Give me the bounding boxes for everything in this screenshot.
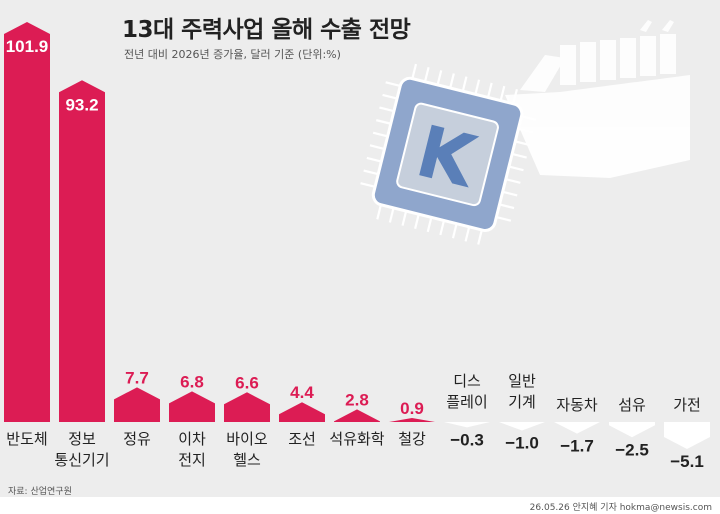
value-labels-group: 101.9 93.2 7.7 6.8 6.6 4.4 2.8 0.9 −0.3 −1.0 −1.7 −… xyxy=(6,37,704,471)
category-label-8: 디스 플레이 xyxy=(446,372,487,411)
category-label-1: 정보 통신기기 xyxy=(54,430,109,469)
category-label-2: 정유 xyxy=(123,430,151,448)
category-label-10: 자동차 xyxy=(556,396,598,414)
bar-1 xyxy=(59,80,105,422)
category-label-7: 철강 xyxy=(398,430,426,448)
chart-subtitle: 전년 대비 2026년 증가율, 달러 기준 (단위:%) xyxy=(124,48,341,61)
footer-bar xyxy=(0,497,720,514)
value-label-10: −1.7 xyxy=(560,437,594,456)
bar-10 xyxy=(554,422,600,434)
chart-title: 13대 주력사업 올해 수출 전망 xyxy=(122,17,411,43)
value-label-6: 2.8 xyxy=(345,390,369,409)
bar-8 xyxy=(444,422,490,428)
category-label-4: 바이오 헬스 xyxy=(226,430,268,469)
category-label-0: 반도체 xyxy=(6,430,47,448)
category-label-9: 일반 기계 xyxy=(508,372,536,411)
category-label-12: 가전 xyxy=(673,396,701,414)
ship-illustration-icon xyxy=(505,20,690,178)
source-note: 자료: 산업연구원 xyxy=(8,487,72,497)
bar-11 xyxy=(609,422,655,438)
bar-3 xyxy=(169,391,215,422)
bar-5 xyxy=(279,402,325,422)
value-label-5: 4.4 xyxy=(290,383,314,402)
bar-7 xyxy=(389,417,435,422)
category-label-3: 이차 전지 xyxy=(178,430,206,469)
value-label-9: −1.0 xyxy=(505,434,539,453)
bar-4 xyxy=(224,392,270,422)
bar-2 xyxy=(114,387,160,422)
category-label-6: 석유화학 xyxy=(329,430,384,448)
value-label-12: −5.1 xyxy=(670,452,704,471)
value-label-1: 93.2 xyxy=(65,95,98,114)
category-label-11: 섬유 xyxy=(618,396,646,414)
value-label-4: 6.6 xyxy=(235,373,259,392)
bar-6 xyxy=(334,409,380,422)
value-label-0: 101.9 xyxy=(6,37,49,56)
semiconductor-chip-icon xyxy=(360,63,537,245)
bar-12 xyxy=(664,422,710,449)
credit-note: 26.05.26 안지혜 기자 hokma@newsis.com xyxy=(529,503,712,513)
value-label-2: 7.7 xyxy=(125,368,149,387)
value-label-7: 0.9 xyxy=(400,399,424,418)
bars-group xyxy=(4,22,710,449)
bar-9 xyxy=(499,422,545,431)
value-label-11: −2.5 xyxy=(615,440,649,459)
value-label-3: 6.8 xyxy=(180,372,204,391)
category-label-5: 조선 xyxy=(288,430,316,448)
value-label-8: −0.3 xyxy=(450,430,484,449)
bar-0 xyxy=(4,22,50,422)
